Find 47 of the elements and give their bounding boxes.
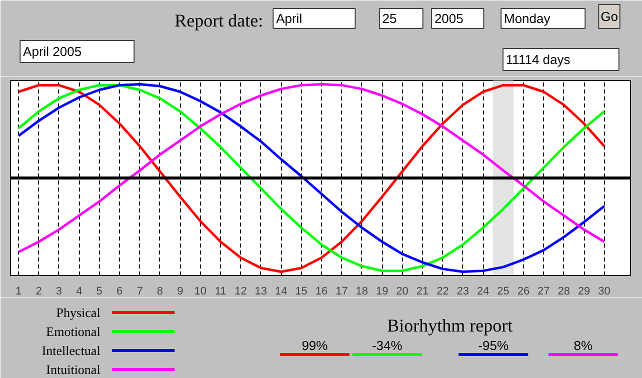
x-tick-label: 8 xyxy=(156,286,164,298)
text: Go xyxy=(600,9,618,24)
legend-label: Emotional xyxy=(46,324,101,339)
legend-label: Intuitional xyxy=(46,362,101,377)
x-tick-label: 29 xyxy=(578,286,590,298)
x-tick-label: 6 xyxy=(116,286,123,298)
x-tick-label: 18 xyxy=(356,286,368,298)
x-tick-label: 16 xyxy=(315,286,328,298)
x-tick-label: 4 xyxy=(76,286,82,298)
text: -34% xyxy=(372,338,403,353)
x-tick-label: 10 xyxy=(194,286,206,298)
x-tick-label: 26 xyxy=(517,286,530,298)
x-tick-label: 22 xyxy=(436,286,449,298)
x-tick-label: 21 xyxy=(416,286,429,298)
x-tick-label: 17 xyxy=(336,286,348,298)
text: 11114 days xyxy=(506,52,571,67)
text: April xyxy=(276,11,302,26)
x-tick-label: 13 xyxy=(254,286,268,298)
text: 8% xyxy=(574,338,594,353)
x-tick-label: 24 xyxy=(476,286,490,298)
x-tick-label: 11 xyxy=(214,286,226,298)
x-tick-label: 1 xyxy=(16,286,22,298)
x-tick-label: 20 xyxy=(396,286,408,298)
text: -95% xyxy=(478,338,509,353)
x-tick-label: 23 xyxy=(456,286,470,298)
x-tick-label: 14 xyxy=(275,286,288,298)
x-tick-label: 30 xyxy=(598,286,610,298)
x-tick-label: 12 xyxy=(234,286,247,298)
text: 25 xyxy=(382,11,397,26)
x-tick-label: 2 xyxy=(36,286,42,298)
x-tick-label: 5 xyxy=(96,286,102,298)
x-tick-label: 25 xyxy=(497,286,510,298)
text: 2005 xyxy=(434,11,464,26)
x-tick-label: 3 xyxy=(56,286,62,298)
x-tick-label: 27 xyxy=(538,286,550,298)
legend-label: Physical xyxy=(56,305,101,320)
x-tick-label: 19 xyxy=(376,286,388,298)
text: Report date: xyxy=(174,10,264,30)
x-tick-label: 9 xyxy=(177,286,184,298)
x-tick-label: 7 xyxy=(136,286,143,298)
text: April 2005 xyxy=(23,44,82,59)
legend-label: Intellectual xyxy=(42,343,101,358)
text: Biorhythm report xyxy=(387,316,513,336)
x-tick-label: 28 xyxy=(558,286,570,298)
x-tick-label: 15 xyxy=(295,286,308,298)
text: 99% xyxy=(302,338,328,353)
text: Monday xyxy=(504,11,551,26)
